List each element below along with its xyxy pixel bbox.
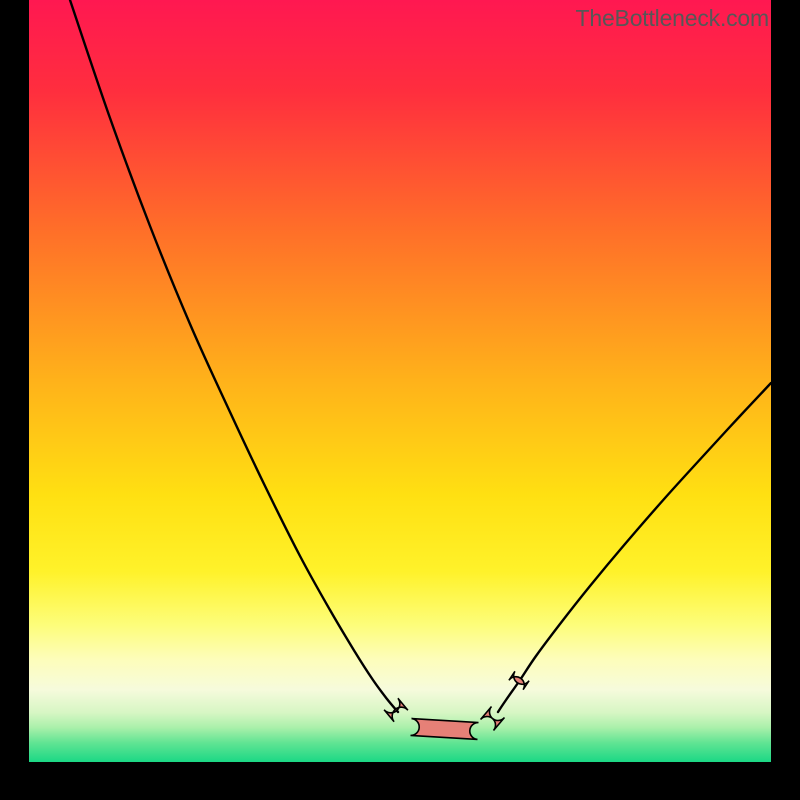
highlight-capsule — [410, 719, 478, 740]
chart-stage: TheBottleneck.com — [0, 0, 800, 800]
bottleneck-curve-chart — [0, 0, 800, 800]
watermark-text: TheBottleneck.com — [576, 5, 769, 32]
gradient-plot-area — [29, 0, 771, 762]
